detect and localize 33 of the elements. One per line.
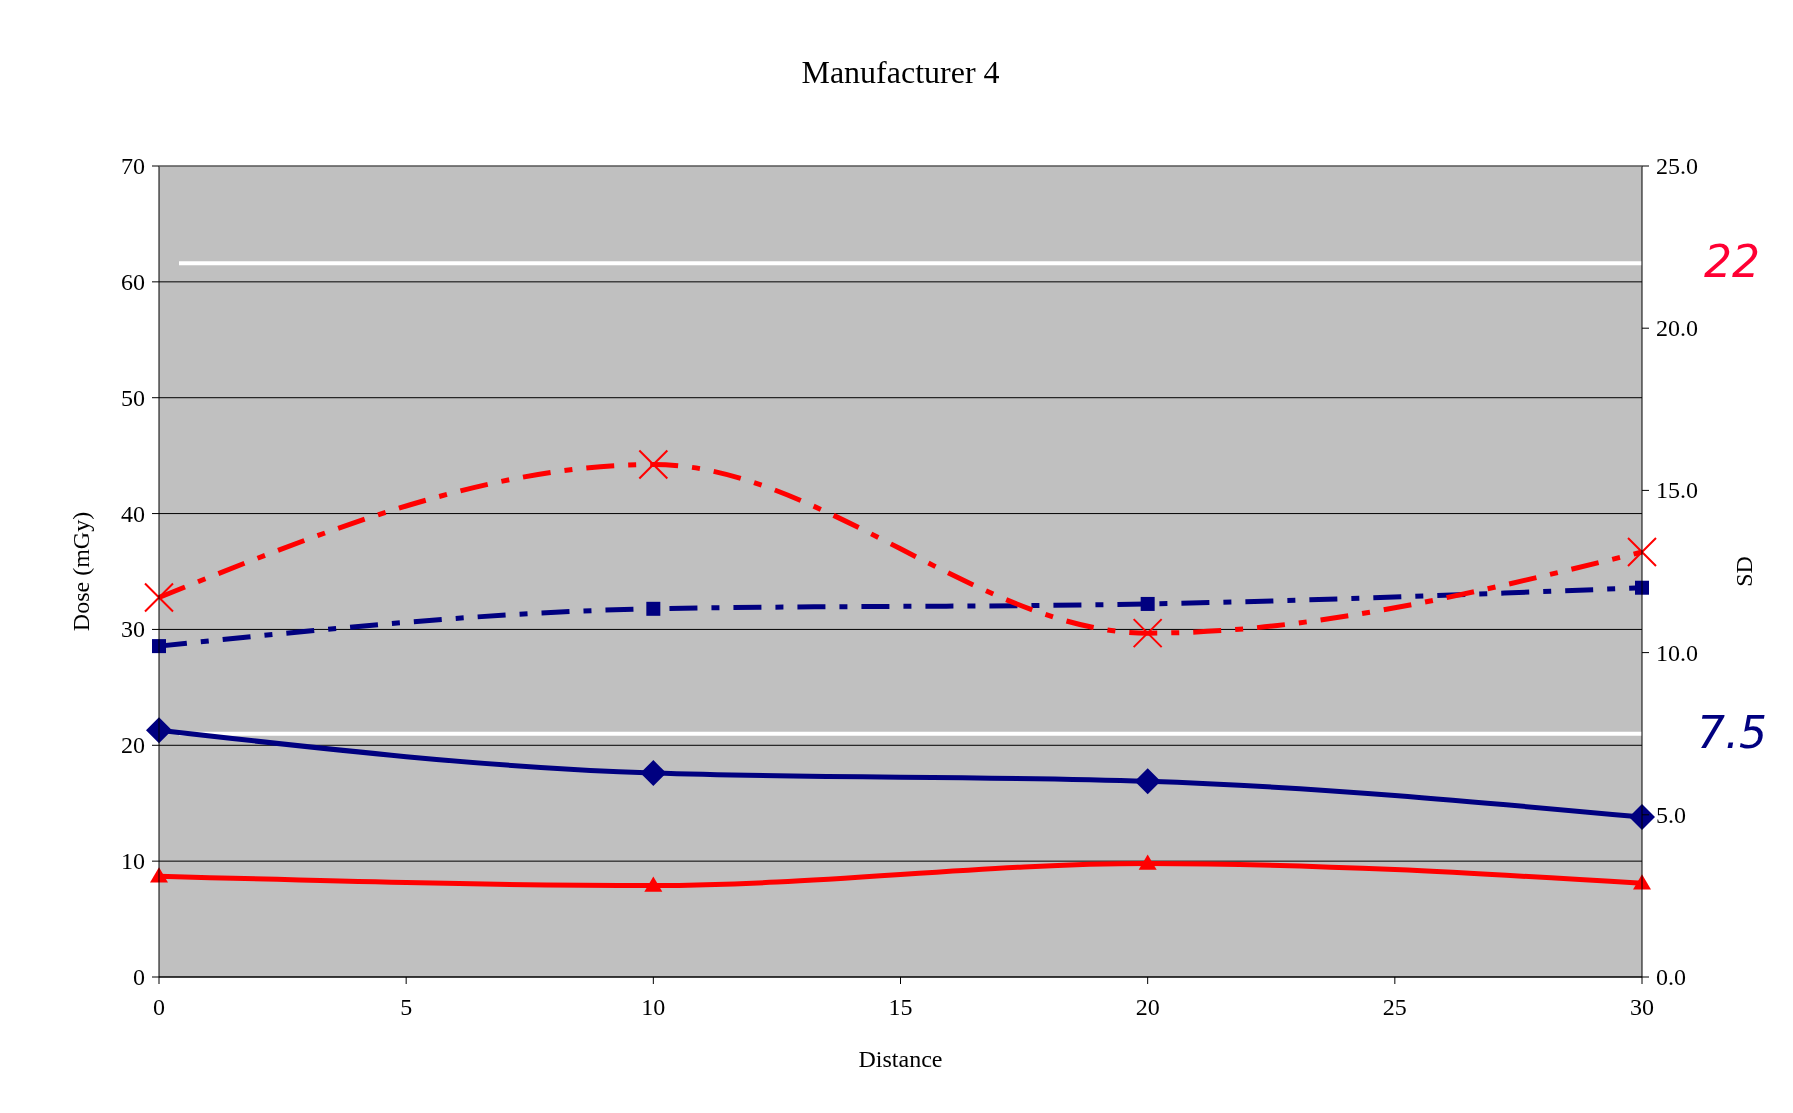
y2-tick-label: 20.0 bbox=[1656, 315, 1698, 342]
y-tick-label: 60 bbox=[121, 268, 145, 295]
y-tick-label: 0 bbox=[133, 964, 145, 990]
y-tick-label: 30 bbox=[121, 616, 145, 643]
x-tick-label: 10 bbox=[641, 994, 666, 1020]
y-tick-label: 20 bbox=[121, 732, 145, 759]
x-tick-label: 25 bbox=[1382, 994, 1407, 1020]
x-tick-label: 0 bbox=[153, 994, 165, 1020]
point bbox=[144, 582, 174, 613]
y2-tick-label: 5.0 bbox=[1656, 801, 1686, 828]
point bbox=[638, 449, 669, 480]
y2-tick-label: 15.0 bbox=[1656, 477, 1698, 504]
y2-tick-label: 0.0 bbox=[1656, 964, 1686, 990]
x-axis-title: Distance bbox=[858, 1046, 943, 1072]
x-tick-label: 15 bbox=[888, 994, 913, 1020]
y-tick-label: 50 bbox=[121, 384, 145, 411]
point bbox=[1627, 537, 1657, 568]
y-tick-label: 40 bbox=[121, 500, 145, 527]
y-tick-label: 70 bbox=[121, 153, 145, 179]
x-tick-label: 20 bbox=[1135, 994, 1160, 1020]
ref-line-label: 7.5 bbox=[1697, 706, 1767, 758]
y2-tick-label: 25.0 bbox=[1656, 153, 1698, 179]
ref-line-label: 22 bbox=[1704, 236, 1760, 288]
x-tick-label: 30 bbox=[1630, 994, 1654, 1020]
point bbox=[646, 601, 661, 616]
x-tick-label: 5 bbox=[400, 994, 413, 1020]
y2-tick-label: 10.0 bbox=[1656, 639, 1698, 666]
y2-axis-title: SD bbox=[1731, 556, 1757, 587]
point bbox=[1132, 618, 1163, 649]
point bbox=[1140, 596, 1155, 611]
chart-title: Manufacturer 4 bbox=[801, 54, 1000, 90]
y-axis-title: Dose (mGy) bbox=[68, 511, 94, 632]
y-tick-label: 10 bbox=[121, 848, 145, 875]
